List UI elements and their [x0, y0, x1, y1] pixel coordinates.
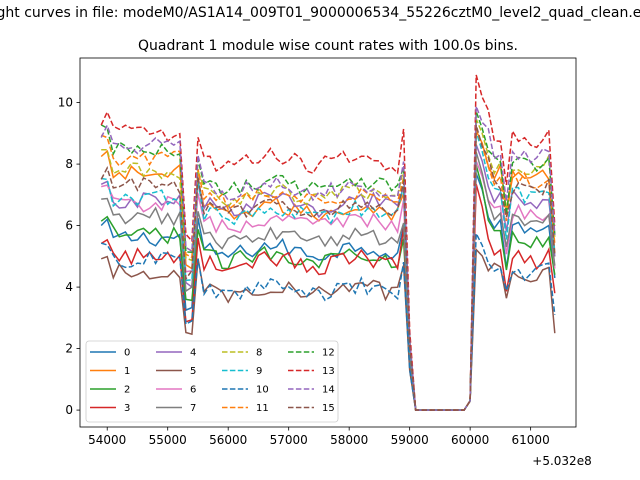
legend-label-3: 3 — [124, 403, 130, 414]
y-tick-label: 4 — [65, 280, 73, 294]
legend-label-2: 2 — [124, 385, 130, 396]
legend-label-1: 1 — [124, 366, 130, 377]
y-tick-label: 2 — [65, 342, 73, 356]
series-line-8 — [101, 118, 556, 411]
series-line-6 — [101, 160, 556, 411]
x-tick-label: 57000 — [270, 433, 308, 447]
legend-label-15: 15 — [322, 403, 335, 414]
y-tick-label: 6 — [65, 219, 73, 233]
y-tick-label: 8 — [65, 157, 73, 171]
series-line-13 — [100, 74, 556, 411]
chart-title: Quadrant 1 module wise count rates with … — [138, 38, 518, 54]
x-tick-label: 54000 — [88, 433, 126, 447]
series-line-9 — [101, 131, 556, 411]
legend-label-6: 6 — [190, 385, 196, 396]
legend-label-4: 4 — [190, 348, 196, 359]
legend-label-14: 14 — [322, 385, 335, 396]
series-line-3 — [100, 183, 556, 411]
series-line-0 — [100, 173, 556, 411]
x-offset-label: +5.032e8 — [532, 454, 591, 468]
legend-label-12: 12 — [322, 348, 335, 359]
y-tick-label: 0 — [65, 403, 73, 417]
legend-label-9: 9 — [256, 366, 262, 377]
x-tick-label: 60000 — [451, 433, 489, 447]
series-line-7 — [101, 151, 556, 411]
legend-label-13: 13 — [322, 366, 335, 377]
legend-label-7: 7 — [190, 403, 196, 414]
legend-box — [85, 340, 339, 423]
legend-label-8: 8 — [256, 348, 262, 359]
series-line-10 — [100, 230, 556, 411]
legend-label-0: 0 — [124, 348, 130, 359]
series-line-5 — [100, 247, 556, 411]
x-tick-label: 59000 — [391, 433, 429, 447]
legend-label-10: 10 — [256, 385, 269, 396]
x-tick-label: 58000 — [330, 433, 368, 447]
legend-label-5: 5 — [190, 366, 196, 377]
x-tick-label: 55000 — [149, 433, 187, 447]
series-line-15 — [100, 124, 556, 411]
x-tick-label: 56000 — [209, 433, 247, 447]
legend-label-11: 11 — [256, 403, 269, 414]
chart-suptitle: Light curves in file: modeM0/AS1A14_009T… — [0, 5, 640, 21]
series-line-2 — [100, 165, 556, 411]
plot-area: 54000 55000 56000 57000 58000 59000 60000 61000… — [58, 57, 577, 447]
series-line-14 — [100, 105, 556, 411]
x-tick-label: 61000 — [512, 433, 550, 447]
series-line-12 — [100, 111, 556, 411]
axes-frame — [79, 57, 577, 428]
y-tick-label: 10 — [58, 96, 73, 110]
series-group — [100, 74, 556, 411]
